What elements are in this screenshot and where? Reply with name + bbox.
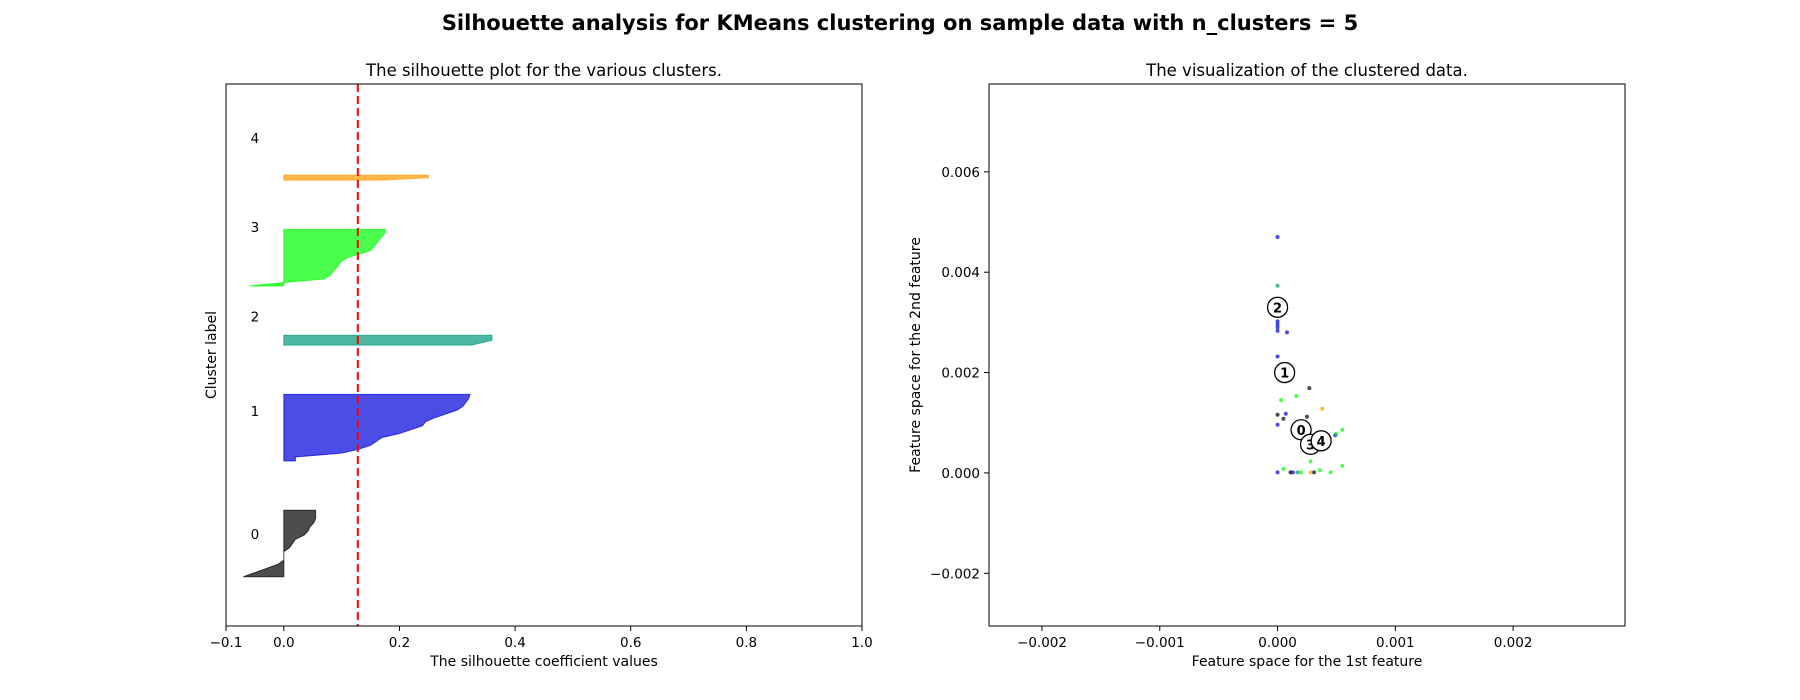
- silhouette-x-tick-label: 0.4: [504, 635, 525, 651]
- silhouette-x-tick-label: −0.1: [210, 635, 243, 651]
- scatter-point: [1275, 235, 1280, 240]
- scatter-point: [1290, 470, 1295, 475]
- scatter-point: [1275, 354, 1280, 359]
- silhouette-x-tick-label: 1.0: [851, 635, 872, 651]
- scatter-x-label: Feature space for the 1st feature: [1192, 654, 1423, 670]
- scatter-point: [1312, 470, 1317, 475]
- silhouette-fill-cluster-4: [283, 174, 429, 181]
- scatter-point: [1307, 386, 1312, 391]
- scatter-x-tick-label: 0.001: [1376, 635, 1415, 651]
- scatter-axes: The visualization of the clustered data.…: [908, 61, 1626, 670]
- scatter-point: [1283, 411, 1288, 416]
- cluster-centers: 0 1 2 3 4: [1266, 296, 1332, 455]
- scatter-point: [1308, 459, 1313, 464]
- silhouette-x-tick-label: 0.8: [736, 635, 757, 651]
- silhouette-plot-title: The silhouette plot for the various clus…: [365, 61, 722, 80]
- cluster-label-2: 2: [251, 310, 260, 326]
- scatter-x-tick-label: −0.002: [1017, 635, 1067, 651]
- scatter-point: [1275, 470, 1280, 475]
- silhouette-fill-cluster-0: [243, 509, 317, 578]
- silhouette-x-tick-label: 0.6: [620, 635, 641, 651]
- scatter-point: [1281, 466, 1286, 471]
- scatter-point: [1275, 325, 1280, 330]
- scatter-x-tick-label: −0.001: [1135, 635, 1185, 651]
- silhouette-x-label: The silhouette coefficient values: [429, 654, 658, 670]
- cluster-center-label-0: 0: [1297, 424, 1306, 439]
- scatter-point: [1308, 470, 1313, 475]
- cluster-center-label-3: 3: [1306, 438, 1315, 453]
- scatter-points: [1275, 235, 1345, 475]
- scatter-x-tick-label: 0.000: [1258, 635, 1297, 651]
- cluster-label-4: 4: [251, 131, 260, 147]
- scatter-point: [1284, 330, 1289, 335]
- cluster-center-1: [1273, 361, 1296, 384]
- scatter-point: [1275, 319, 1280, 324]
- scatter-point: [1275, 328, 1280, 333]
- scatter-point: [1294, 394, 1299, 399]
- scatter-point: [1340, 463, 1345, 468]
- scatter-point: [1275, 422, 1280, 427]
- scatter-point: [1317, 468, 1322, 473]
- cluster-label-1: 1: [251, 404, 260, 420]
- scatter-y-ticks: −0.002 0.000 0.002 0.004 0.006: [930, 165, 989, 582]
- scatter-point: [1340, 427, 1345, 432]
- cluster-label-0: 0: [251, 527, 260, 543]
- scatter-point: [1320, 406, 1325, 411]
- silhouette-fill-cluster-1: [283, 393, 471, 462]
- silhouette-axes-frame: [225, 83, 863, 627]
- silhouette-x-tick-label: 0.0: [273, 635, 294, 651]
- scatter-plot-title: The visualization of the clustered data.: [1145, 61, 1468, 80]
- silhouette-axes: The silhouette plot for the various clus…: [204, 61, 873, 670]
- scatter-y-tick-label: 0.004: [941, 265, 980, 281]
- scatter-point: [1334, 431, 1339, 436]
- scatter-y-tick-label: 0.000: [941, 466, 980, 482]
- silhouette-fills: [243, 174, 493, 578]
- silhouette-fill-cluster-3: [249, 228, 386, 287]
- scatter-point: [1328, 470, 1333, 475]
- scatter-point: [1275, 412, 1280, 417]
- cluster-label-3: 3: [251, 220, 260, 236]
- figure-suptitle: Silhouette analysis for KMeans clusterin…: [442, 11, 1358, 35]
- silhouette-cluster-labels: 0 1 2 3 4: [251, 131, 260, 543]
- cluster-center-2: [1266, 296, 1289, 318]
- cluster-center-4: [1310, 430, 1332, 452]
- scatter-point: [1281, 416, 1286, 421]
- cluster-center-label-2: 2: [1273, 301, 1282, 316]
- scatter-point: [1295, 470, 1300, 475]
- scatter-point: [1299, 470, 1304, 475]
- silhouette-y-label: Cluster label: [204, 311, 220, 399]
- scatter-point: [1305, 414, 1309, 419]
- scatter-axes-frame: [988, 83, 1626, 627]
- silhouette-x-ticks: −0.1 0.0 0.2 0.4 0.6 0.8 1.0: [210, 626, 873, 651]
- scatter-point: [1275, 322, 1280, 327]
- scatter-y-label: Feature space for the 2nd feature: [908, 237, 924, 473]
- scatter-point: [1275, 283, 1280, 288]
- scatter-y-tick-label: 0.002: [941, 366, 980, 382]
- silhouette-x-tick-label: 0.2: [389, 635, 410, 651]
- scatter-y-tick-label: 0.006: [941, 165, 980, 181]
- cluster-center-label-1: 1: [1280, 367, 1289, 382]
- scatter-x-ticks: −0.002 −0.001 0.000 0.001 0.002: [1017, 626, 1532, 651]
- cluster-center-label-4: 4: [1317, 435, 1326, 450]
- scatter-point: [1279, 398, 1284, 403]
- scatter-y-tick-label: −0.002: [930, 566, 980, 582]
- scatter-x-tick-label: 0.002: [1494, 635, 1533, 651]
- silhouette-fill-cluster-2: [283, 334, 493, 346]
